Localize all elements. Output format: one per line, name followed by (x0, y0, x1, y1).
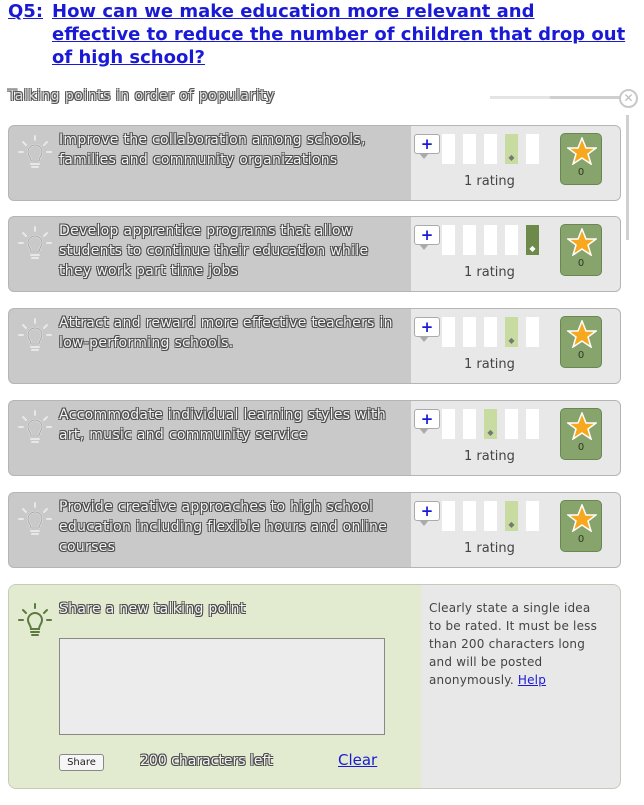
rating-count: 1 rating (464, 449, 515, 464)
rating-option-3[interactable] (484, 134, 497, 164)
rating-count: 1 rating (464, 357, 515, 372)
talking-point-input[interactable] (59, 638, 385, 735)
talking-point-card: Provide creative approaches to high scho… (8, 492, 621, 568)
talking-point-text: Develop apprentice programs that allow s… (59, 223, 369, 279)
rating-option-1[interactable] (442, 501, 455, 531)
question-number[interactable]: Q5: (8, 1, 44, 22)
rating-option-5[interactable] (526, 317, 539, 347)
rating-count: 1 rating (464, 265, 515, 280)
star-icon (567, 504, 597, 532)
lightbulb-icon (18, 135, 52, 168)
favorite-count: 0 (577, 534, 585, 545)
talking-points-heading: Talking points in order of popularity (8, 88, 275, 104)
lightbulb-icon (18, 502, 52, 535)
help-link[interactable]: Help (517, 673, 547, 687)
rating-option-1[interactable] (442, 317, 455, 347)
favorite-count: 0 (577, 258, 585, 269)
characters-left-counter: 200 characters left (140, 753, 273, 769)
rating-marker-icon: ◆ (508, 520, 515, 529)
rating-option-2[interactable] (463, 501, 476, 531)
rating-option-2[interactable] (463, 225, 476, 255)
rating-option-4[interactable]: ◆ (505, 501, 518, 531)
question-title[interactable]: Q5: How can we make education more relev… (8, 0, 628, 69)
favorite-button[interactable]: 0 (560, 224, 602, 276)
add-comment-button[interactable]: + (414, 225, 440, 250)
rating-count: 1 rating (464, 541, 515, 556)
share-instructions-text: Clearly state a single idea to be rated.… (429, 601, 598, 687)
zoom-slider[interactable] (490, 96, 620, 99)
lightbulb-icon (18, 410, 52, 443)
rating-option-3[interactable]: ◆ (484, 409, 497, 439)
share-heading: Share a new talking point (59, 601, 246, 617)
rating-marker-icon: ◆ (508, 336, 515, 345)
rating-count: 1 rating (464, 174, 515, 189)
slider-fill (550, 96, 620, 99)
rating-option-3[interactable] (484, 317, 497, 347)
rating-option-3[interactable] (484, 225, 497, 255)
talking-point-text: Accommodate individual learning styles w… (59, 407, 387, 443)
rating-option-2[interactable] (463, 409, 476, 439)
favorite-count: 0 (577, 442, 585, 453)
question-text-link[interactable]: How can we make education more relevant … (52, 1, 626, 68)
rating-marker-icon: ◆ (529, 244, 536, 253)
talking-point-text: Improve the collaboration among schools,… (59, 132, 366, 168)
favorite-button[interactable]: 0 (560, 500, 602, 552)
star-icon (567, 320, 597, 348)
favorite-button[interactable]: 0 (560, 133, 602, 185)
share-panel: Share a new talking point Share 200 char… (8, 584, 621, 789)
rating-option-2[interactable] (463, 317, 476, 347)
favorite-button[interactable]: 0 (560, 408, 602, 460)
rating-option-3[interactable] (484, 501, 497, 531)
add-comment-button[interactable]: + (414, 409, 440, 434)
talking-point-card: Improve the collaboration among schools,… (8, 125, 621, 201)
rating-marker-icon: ◆ (508, 153, 515, 162)
add-comment-button[interactable]: + (414, 317, 440, 342)
star-icon (567, 228, 597, 256)
talking-point-text: Attract and reward more effective teache… (59, 315, 393, 351)
rating-option-1[interactable] (442, 225, 455, 255)
rating-option-5[interactable] (526, 501, 539, 531)
favorite-count: 0 (577, 350, 585, 361)
rating-option-1[interactable] (442, 134, 455, 164)
add-comment-button[interactable]: + (414, 501, 440, 526)
star-icon (567, 412, 597, 440)
rating-option-4[interactable]: ◆ (505, 317, 518, 347)
lightbulb-icon (18, 318, 52, 351)
star-icon (567, 137, 597, 165)
scrollbar[interactable] (626, 115, 629, 240)
talking-point-card: Develop apprentice programs that allow s… (8, 216, 621, 292)
rating-option-2[interactable] (463, 134, 476, 164)
talking-point-card: Attract and reward more effective teache… (8, 308, 621, 384)
rating-option-4[interactable] (505, 409, 518, 439)
rating-option-4[interactable]: ◆ (505, 134, 518, 164)
add-comment-button[interactable]: + (414, 134, 440, 159)
rating-option-4[interactable] (505, 225, 518, 255)
share-button[interactable]: Share (59, 754, 104, 771)
rating-option-5[interactable]: ◆ (526, 225, 539, 255)
share-instructions: Clearly state a single idea to be rated.… (429, 599, 599, 689)
rating-option-5[interactable] (526, 409, 539, 439)
lightbulb-icon (18, 226, 52, 259)
rating-marker-icon: ◆ (487, 428, 494, 437)
share-form: Share a new talking point Share 200 char… (9, 585, 421, 788)
talking-point-card: Accommodate individual learning styles w… (8, 400, 621, 476)
talking-point-text: Provide creative approaches to high scho… (59, 499, 388, 555)
favorite-button[interactable]: 0 (560, 316, 602, 368)
clear-link[interactable]: Clear (338, 751, 378, 769)
favorite-count: 0 (577, 167, 585, 178)
close-icon[interactable]: ✕ (619, 89, 638, 108)
rating-option-5[interactable] (526, 134, 539, 164)
lightbulb-icon (18, 603, 52, 636)
rating-option-1[interactable] (442, 409, 455, 439)
